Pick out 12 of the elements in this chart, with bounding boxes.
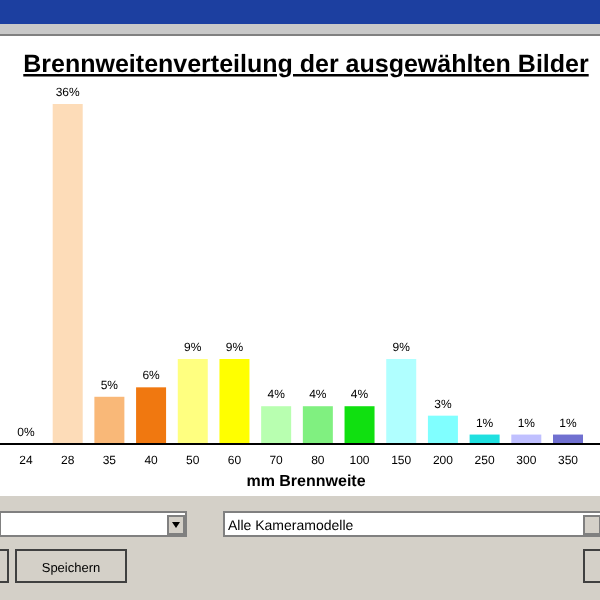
bar (177, 359, 208, 444)
bar (302, 406, 333, 444)
bar (94, 396, 125, 444)
bar (52, 104, 83, 444)
x-axis-title: mm Brennweite (246, 472, 367, 490)
bar (386, 359, 417, 444)
bar (261, 406, 292, 444)
bar (344, 406, 375, 444)
bar (219, 359, 250, 444)
chart-title: Brennweitenverteilung der ausgewählten Bilder (23, 50, 589, 78)
bar (136, 387, 167, 444)
bar (427, 415, 458, 444)
